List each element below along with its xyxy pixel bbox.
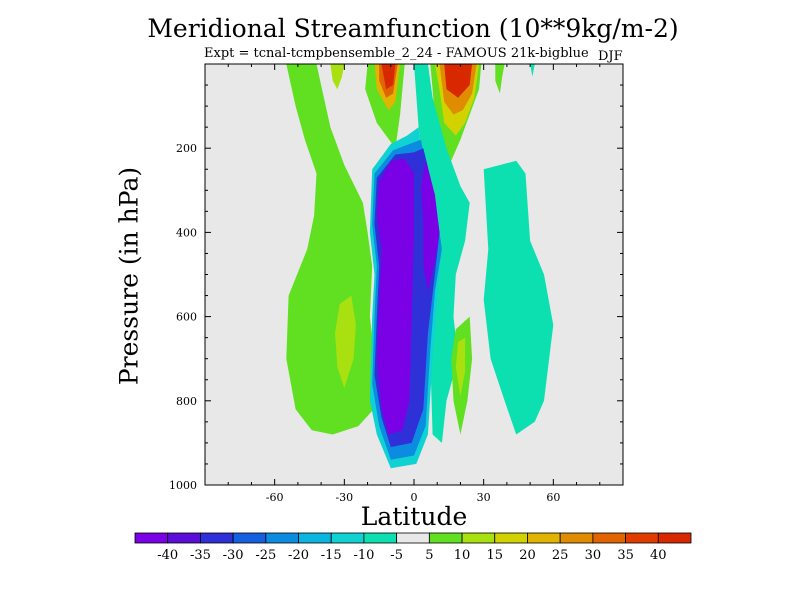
- colorbar-tick-label: -25: [255, 548, 276, 563]
- colorbar-tick-label: -35: [190, 548, 211, 563]
- colorbar-swatch: [298, 532, 332, 544]
- axes: -60 -30 0 30 60 200 400 600 800 1000: [169, 63, 624, 504]
- colorbar-tick-label: 20: [519, 548, 536, 563]
- y-tick-label: 400: [176, 226, 197, 239]
- y-tick-label: 200: [176, 142, 197, 155]
- colorbar-tick-label: -10: [353, 548, 374, 563]
- y-tick-label: 800: [176, 395, 197, 408]
- region-northern-negative: [483, 160, 554, 435]
- colorbar-tick-label: -40: [157, 548, 178, 563]
- x-axis-label: Latitude: [360, 502, 468, 531]
- colorbar-tick-label: -5: [390, 548, 403, 563]
- colorbar-swatch: [428, 532, 463, 544]
- y-tick-label: 600: [176, 311, 197, 324]
- region-upper-right-core: [444, 64, 473, 98]
- region-southern-lens: [335, 295, 356, 389]
- region-hadley-core-north: [421, 160, 440, 292]
- colorbar-swatch: [559, 532, 594, 544]
- x-tick-label: 30: [477, 491, 491, 504]
- x-tick-label: -60: [266, 491, 284, 504]
- colorbar-tick-label: -30: [223, 548, 244, 563]
- colorbar-swatch: [167, 532, 201, 544]
- colorbar-swatch: [232, 532, 267, 544]
- colorbar-swatch: [265, 532, 299, 544]
- colorbar-swatch: [200, 532, 234, 544]
- colorbar-swatch: [625, 532, 659, 544]
- y-tick-label: 1000: [169, 479, 197, 492]
- colorbar-swatch: [396, 532, 430, 544]
- region-tiny-cyan: [530, 64, 535, 77]
- colorbar-swatch: [461, 532, 496, 544]
- region-southern-positive: [286, 64, 382, 435]
- colorbar-swatch: [134, 532, 169, 544]
- region-northern-light: [455, 337, 466, 397]
- region-upper-lens: [330, 64, 345, 90]
- x-tick-label: 60: [546, 491, 560, 504]
- colorbar-tick-label: 30: [585, 548, 602, 563]
- plot-area: [205, 64, 623, 485]
- colorbar-tick-label: 35: [617, 548, 634, 563]
- colorbar: -40 -35 -30 -25 -20 -15 -10 -5 5 10 15 20 25 30 35 40: [134, 532, 692, 563]
- colorbar-tick-label: -20: [288, 548, 309, 563]
- colorbar-tick-label: 40: [650, 548, 667, 563]
- x-tick-label: 0: [411, 491, 418, 504]
- colorbar-swatch: [592, 532, 626, 544]
- colorbar-tick-label: 10: [454, 548, 471, 563]
- chart-subtitle: Expt = tcnal-tcmpbensemble_2_24 - FAMOUS…: [204, 46, 589, 61]
- region-upper-left-core: [381, 64, 396, 90]
- region-upper-far-right: [495, 64, 505, 94]
- colorbar-tick-label: 5: [425, 548, 433, 563]
- colorbar-swatch: [363, 532, 398, 544]
- colorbar-tick-label: 15: [486, 548, 503, 563]
- colorbar-swatch: [657, 532, 692, 544]
- season-label: DJF: [598, 49, 623, 64]
- chart-title: Meridional Streamfunction (10**9kg/m-2): [147, 14, 679, 43]
- colorbar-swatch: [527, 532, 561, 544]
- colorbar-tick-label: -15: [321, 548, 342, 563]
- colorbar-tick-label: 25: [552, 548, 569, 563]
- colorbar-swatch: [494, 532, 528, 544]
- region-hadley-core: [376, 158, 414, 435]
- x-tick-label: -30: [335, 491, 353, 504]
- colorbar-swatch: [330, 532, 365, 544]
